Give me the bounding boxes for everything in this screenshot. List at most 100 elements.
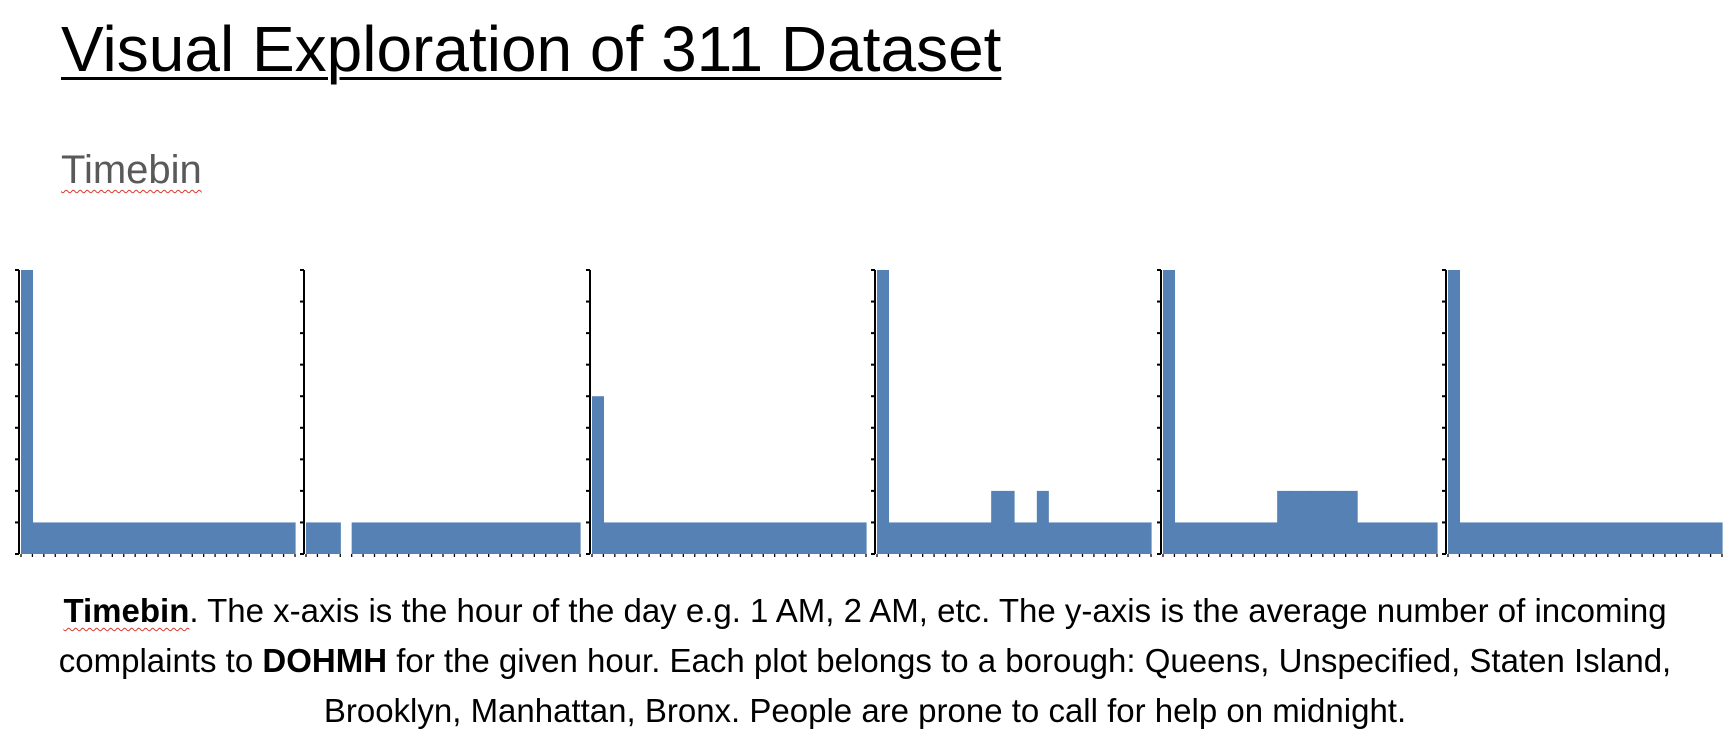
bar-brooklyn-hour-23 xyxy=(1139,522,1152,554)
bar-staten-island-hour-22 xyxy=(843,522,856,554)
bar-bronx-hour-20 xyxy=(1676,522,1689,554)
bar-queens-hour-5 xyxy=(78,522,91,554)
bar-brooklyn-hour-5 xyxy=(934,522,947,554)
bar-queens-hour-9 xyxy=(123,522,136,554)
caption-sentence-1: . The x-axis is the hour of the day e.g.… xyxy=(58,592,1667,679)
bar-bronx-hour-19 xyxy=(1664,522,1677,554)
bar-unspecified-hour-21 xyxy=(545,522,558,554)
bar-bronx-hour-16 xyxy=(1630,522,1643,554)
bar-bronx-hour-9 xyxy=(1550,522,1563,554)
bar-brooklyn-hour-8 xyxy=(968,522,981,554)
bar-unspecified-hour-11 xyxy=(431,522,444,554)
bar-unspecified-hour-14 xyxy=(465,522,478,554)
bar-bronx-hour-17 xyxy=(1642,522,1655,554)
bar-manhattan-hour-14 xyxy=(1322,490,1335,554)
bar-queens-hour-10 xyxy=(135,522,148,554)
bar-unspecified-hour-13 xyxy=(454,522,467,554)
bar-staten-island-hour-19 xyxy=(808,522,821,554)
bar-staten-island-hour-13 xyxy=(740,522,753,554)
bar-brooklyn-hour-13 xyxy=(1025,522,1038,554)
bar-manhattan-hour-12 xyxy=(1300,490,1313,554)
bar-brooklyn-hour-7 xyxy=(956,522,969,554)
bar-brooklyn-hour-3 xyxy=(911,522,924,554)
bar-bronx-hour-2 xyxy=(1470,522,1483,554)
bar-manhattan-hour-15 xyxy=(1334,490,1347,554)
bar-queens-hour-2 xyxy=(43,522,56,554)
bar-queens-hour-14 xyxy=(180,522,193,554)
bar-queens-hour-22 xyxy=(272,522,285,554)
bar-queens-hour-7 xyxy=(100,522,113,554)
bar-unspecified-hour-16 xyxy=(488,522,501,554)
bar-staten-island-hour-10 xyxy=(706,522,719,554)
bar-unspecified-hour-6 xyxy=(374,522,387,554)
bar-bronx-hour-14 xyxy=(1607,522,1620,554)
bar-staten-island-hour-15 xyxy=(763,522,776,554)
bar-manhattan-hour-5 xyxy=(1220,522,1233,554)
bar-bronx-hour-10 xyxy=(1562,522,1575,554)
bar-unspecified-hour-4 xyxy=(351,522,364,554)
bar-queens-hour-11 xyxy=(146,522,159,554)
bar-unspecified-hour-7 xyxy=(385,522,398,554)
bar-manhattan-hour-19 xyxy=(1379,522,1392,554)
bar-staten-island-hour-6 xyxy=(660,522,673,554)
bar-staten-island-hour-8 xyxy=(683,522,696,554)
caption-sentence-2: for the given hour. Each plot belongs to… xyxy=(323,642,1672,729)
bar-brooklyn-hour-19 xyxy=(1093,522,1106,554)
bar-unspecified-hour-1 xyxy=(317,522,330,554)
bar-bronx-hour-23 xyxy=(1710,522,1723,554)
bar-queens-hour-6 xyxy=(89,522,102,554)
bar-brooklyn-hour-10 xyxy=(991,490,1004,554)
bar-bronx-hour-1 xyxy=(1459,522,1472,554)
bar-brooklyn-hour-20 xyxy=(1105,522,1118,554)
bar-manhattan-hour-23 xyxy=(1425,522,1438,554)
bar-staten-island-hour-12 xyxy=(729,522,742,554)
bar-manhattan-hour-18 xyxy=(1368,522,1381,554)
bar-unspecified-hour-12 xyxy=(443,522,456,554)
bar-queens-hour-15 xyxy=(192,522,205,554)
bar-brooklyn-hour-11 xyxy=(1002,490,1015,554)
bar-unspecified-hour-23 xyxy=(568,522,581,554)
bar-bronx-hour-4 xyxy=(1493,522,1506,554)
bar-unspecified-hour-18 xyxy=(511,522,524,554)
bar-staten-island-hour-7 xyxy=(671,522,684,554)
bar-staten-island-hour-20 xyxy=(820,522,833,554)
bar-bronx-hour-8 xyxy=(1539,522,1552,554)
bar-staten-island-hour-1 xyxy=(603,522,616,554)
bar-unspecified-hour-17 xyxy=(500,522,513,554)
bar-unspecified-hour-9 xyxy=(408,522,421,554)
bar-unspecified-hour-22 xyxy=(557,522,570,554)
bar-bronx-hour-11 xyxy=(1573,522,1586,554)
bar-brooklyn-hour-9 xyxy=(979,522,992,554)
bar-unspecified-hour-10 xyxy=(420,522,433,554)
caption-agency: DOHMH xyxy=(262,642,388,679)
bar-queens-hour-17 xyxy=(215,522,228,554)
bar-manhattan-hour-10 xyxy=(1277,490,1290,554)
bar-manhattan-hour-8 xyxy=(1254,522,1267,554)
bar-brooklyn-hour-14 xyxy=(1036,490,1049,554)
bar-brooklyn-hour-2 xyxy=(899,522,912,554)
bar-staten-island-hour-14 xyxy=(751,522,764,554)
bar-manhattan-hour-9 xyxy=(1265,522,1278,554)
bar-staten-island-hour-23 xyxy=(854,522,867,554)
bar-staten-island-hour-5 xyxy=(649,522,662,554)
bar-brooklyn-hour-16 xyxy=(1059,522,1072,554)
section-subtitle: Timebin xyxy=(61,148,202,192)
bar-bronx-hour-12 xyxy=(1585,522,1598,554)
bar-unspecified-hour-20 xyxy=(534,522,547,554)
bar-brooklyn-hour-22 xyxy=(1128,522,1141,554)
bar-queens-hour-0 xyxy=(21,270,34,554)
bar-staten-island-hour-0 xyxy=(592,396,605,554)
bar-brooklyn-hour-18 xyxy=(1082,522,1095,554)
bar-brooklyn-hour-4 xyxy=(922,522,935,554)
bar-staten-island-hour-9 xyxy=(694,522,707,554)
bar-bronx-hour-6 xyxy=(1516,522,1529,554)
bar-manhattan-hour-4 xyxy=(1208,522,1221,554)
bar-manhattan-hour-16 xyxy=(1345,490,1358,554)
bar-bronx-hour-18 xyxy=(1653,522,1666,554)
bar-unspecified-hour-0 xyxy=(306,522,319,554)
bar-manhattan-hour-17 xyxy=(1357,522,1370,554)
bar-bronx-hour-3 xyxy=(1482,522,1495,554)
bar-staten-island-hour-4 xyxy=(637,522,650,554)
bar-staten-island-hour-16 xyxy=(774,522,787,554)
